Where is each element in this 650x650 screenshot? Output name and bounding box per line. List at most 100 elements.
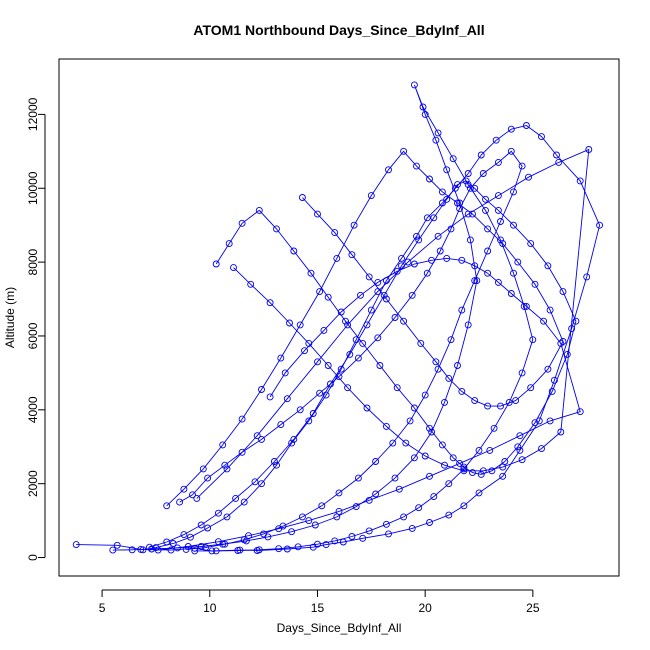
- data-point: [176, 498, 184, 506]
- data-point: [365, 496, 373, 504]
- data-point: [258, 386, 265, 393]
- data-point: [557, 428, 565, 436]
- data-point: [576, 408, 584, 416]
- data-point: [490, 424, 498, 432]
- y-tick-label: 6000: [26, 322, 40, 349]
- data-point: [199, 465, 207, 473]
- data-point: [234, 547, 242, 554]
- data-point: [288, 439, 296, 447]
- data-point: [148, 545, 156, 553]
- y-axis-label: Altitude (m): [3, 287, 17, 348]
- data-point: [374, 278, 382, 286]
- y-tick-label: 10000: [26, 171, 40, 205]
- data-point: [426, 424, 433, 432]
- data-point: [298, 513, 306, 521]
- data-point: [154, 546, 162, 554]
- plot-frame: [58, 58, 620, 577]
- data-point: [531, 419, 539, 427]
- data-point: [473, 277, 481, 285]
- x-tick-label: 20: [418, 601, 432, 615]
- data-point: [408, 524, 416, 532]
- data-point: [438, 441, 446, 449]
- data-point: [350, 221, 358, 229]
- data-point: [553, 151, 560, 159]
- data-point: [283, 395, 291, 403]
- data-point: [197, 521, 205, 529]
- data-point: [270, 458, 278, 465]
- data-point: [238, 415, 246, 423]
- y-tick-label: 0: [26, 554, 40, 561]
- data-point: [469, 469, 476, 477]
- data-point: [333, 254, 341, 262]
- data-point: [294, 543, 302, 551]
- data-point: [391, 474, 399, 482]
- data-point: [434, 232, 442, 240]
- y-tick-label: 12000: [26, 97, 40, 131]
- data-point: [484, 247, 492, 255]
- data-point: [421, 391, 429, 399]
- data-point: [296, 406, 304, 414]
- data-point: [557, 339, 565, 347]
- data-point: [510, 269, 517, 277]
- data-point: [202, 544, 209, 552]
- data-point: [214, 509, 222, 517]
- data-point: [307, 269, 315, 277]
- data-point: [363, 321, 371, 329]
- series-1: [72, 122, 604, 555]
- data-point: [348, 533, 356, 540]
- data-point: [223, 513, 231, 521]
- data-point: [212, 260, 220, 268]
- data-point: [365, 273, 373, 281]
- data-point: [464, 321, 472, 329]
- data-point: [464, 181, 472, 189]
- x-axis-label: Days_Since_BdyInf_All: [277, 621, 402, 635]
- data-point: [357, 291, 364, 299]
- data-point: [423, 214, 431, 222]
- data-point: [430, 214, 438, 222]
- data-point: [482, 195, 489, 203]
- data-point: [180, 531, 188, 539]
- data-point: [410, 81, 418, 89]
- data-point: [507, 290, 515, 297]
- data-point: [301, 347, 308, 355]
- data-point: [400, 513, 408, 521]
- data-point: [471, 397, 479, 405]
- data-point: [363, 404, 371, 412]
- series-line: [179, 150, 523, 550]
- data-point: [240, 498, 248, 506]
- series-3: [146, 177, 580, 551]
- data-point: [471, 277, 479, 285]
- data-point: [510, 188, 517, 196]
- data-point: [163, 502, 171, 510]
- data-point: [428, 256, 436, 264]
- data-point: [445, 480, 453, 488]
- x-axis: 5 10 15 20 25: [99, 589, 540, 615]
- data-point: [372, 490, 380, 498]
- data-point: [531, 280, 539, 288]
- data-point: [255, 206, 263, 214]
- data-point: [572, 317, 580, 325]
- data-point: [337, 365, 345, 373]
- data-point: [497, 236, 504, 244]
- data-point: [432, 136, 440, 144]
- x-tick-label: 15: [311, 601, 325, 615]
- data-point: [436, 247, 444, 255]
- data-point: [266, 393, 274, 401]
- data-point: [128, 546, 136, 554]
- data-point: [232, 494, 240, 502]
- data-point: [460, 463, 468, 471]
- data-point: [555, 158, 563, 166]
- data-point: [438, 188, 446, 196]
- data-point: [212, 547, 220, 555]
- data-point: [484, 269, 492, 277]
- data-point: [359, 534, 367, 542]
- data-point: [417, 339, 425, 347]
- data-point: [449, 454, 457, 462]
- data-point: [331, 537, 339, 545]
- data-point: [214, 538, 222, 546]
- data-point: [492, 136, 500, 144]
- data-point: [499, 472, 507, 480]
- data-point: [520, 302, 528, 310]
- data-point: [251, 478, 259, 486]
